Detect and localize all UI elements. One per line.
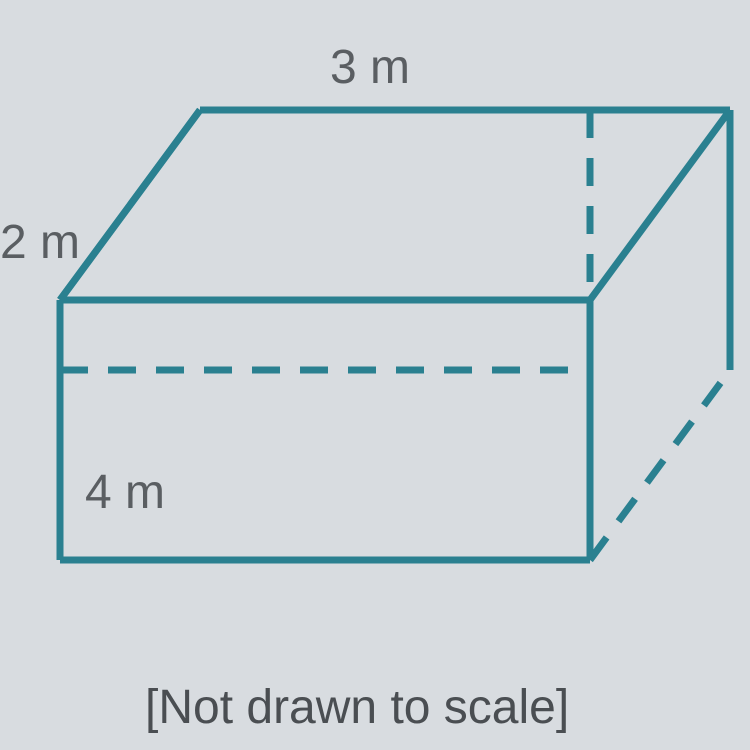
- depth-label: 4 m: [85, 465, 165, 520]
- caption-text: [Not drawn to scale]: [145, 680, 569, 735]
- width-label: 3 m: [330, 40, 410, 95]
- diagram-container: 3 m 2 m 4 m [Not drawn to scale]: [0, 0, 750, 750]
- prism-diagram: 3 m 2 m 4 m: [0, 20, 750, 590]
- height-label: 2 m: [0, 215, 80, 270]
- prism-svg: [0, 20, 750, 620]
